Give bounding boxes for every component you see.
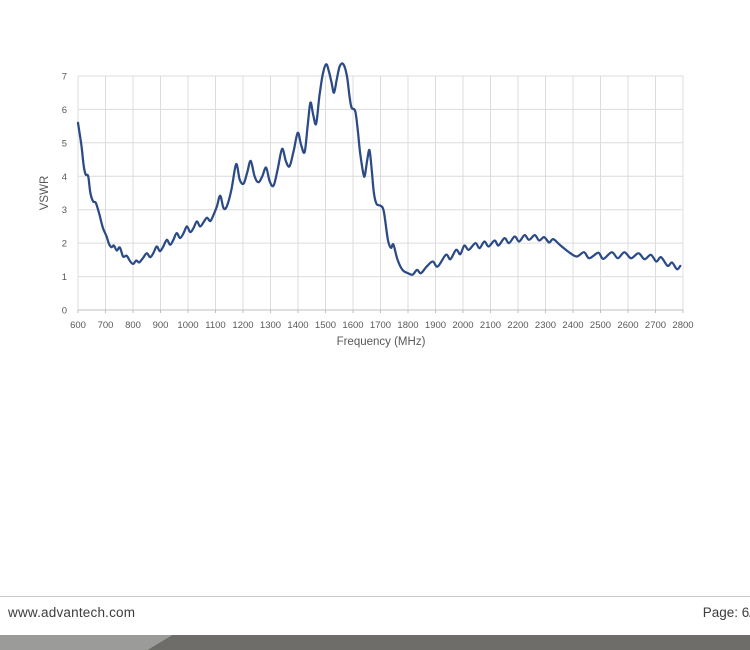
svg-text:1: 1 <box>62 272 67 283</box>
x-axis-line <box>77 309 684 313</box>
svg-text:0: 0 <box>62 306 67 317</box>
svg-text:1100: 1100 <box>205 320 225 331</box>
footer: www.advantech.com Page: 6/ <box>0 601 750 623</box>
svg-text:1600: 1600 <box>342 320 363 331</box>
svg-text:900: 900 <box>153 320 169 331</box>
accent-bar-dark-segment <box>147 635 750 650</box>
svg-text:7: 7 <box>62 72 67 83</box>
svg-text:700: 700 <box>98 320 114 331</box>
svg-text:4: 4 <box>62 172 67 183</box>
vswr-line-series <box>76 62 682 276</box>
svg-text:800: 800 <box>125 320 141 331</box>
svg-text:1300: 1300 <box>260 320 281 331</box>
page-number-label: Page: 6/ <box>702 604 750 620</box>
accent-bar-light-segment <box>0 635 172 650</box>
svg-text:1000: 1000 <box>177 320 198 331</box>
svg-text:2300: 2300 <box>535 320 556 331</box>
svg-text:2700: 2700 <box>645 320 666 331</box>
svg-text:2400: 2400 <box>562 320 583 331</box>
y-axis-tick-labels: 0 1 2 3 4 5 6 7 <box>62 72 67 317</box>
svg-text:2500: 2500 <box>590 320 611 331</box>
svg-text:1500: 1500 <box>315 320 336 331</box>
svg-text:1700: 1700 <box>370 320 391 331</box>
svg-text:600: 600 <box>70 320 86 331</box>
footer-divider <box>0 596 750 597</box>
x-axis-title: Frequency (MHz) <box>337 336 426 348</box>
footer-website-text: www.advantech.com <box>8 604 136 620</box>
svg-text:5: 5 <box>62 138 67 149</box>
svg-text:2800: 2800 <box>672 320 693 331</box>
chart-gridlines <box>77 75 684 311</box>
x-axis-tick-labels: 600 700 800 900 1000 1100 1200 1300 1400 1500 1600… <box>70 320 694 331</box>
y-axis-title: VSWR <box>39 176 51 211</box>
svg-text:2000: 2000 <box>452 320 473 331</box>
svg-text:2: 2 <box>62 239 67 250</box>
vswr-chart: 600 700 800 900 1000 1100 1200 1300 1400 1500 1600… <box>39 62 694 348</box>
svg-text:2100: 2100 <box>480 320 501 331</box>
svg-text:1900: 1900 <box>425 320 446 331</box>
svg-text:1400: 1400 <box>287 320 308 331</box>
svg-text:1800: 1800 <box>397 320 418 331</box>
svg-text:6: 6 <box>62 105 67 116</box>
svg-text:3: 3 <box>62 205 67 216</box>
svg-text:2600: 2600 <box>617 320 638 331</box>
svg-text:2200: 2200 <box>507 320 528 331</box>
svg-text:1200: 1200 <box>232 320 253 331</box>
footer-accent-bar <box>0 635 750 650</box>
